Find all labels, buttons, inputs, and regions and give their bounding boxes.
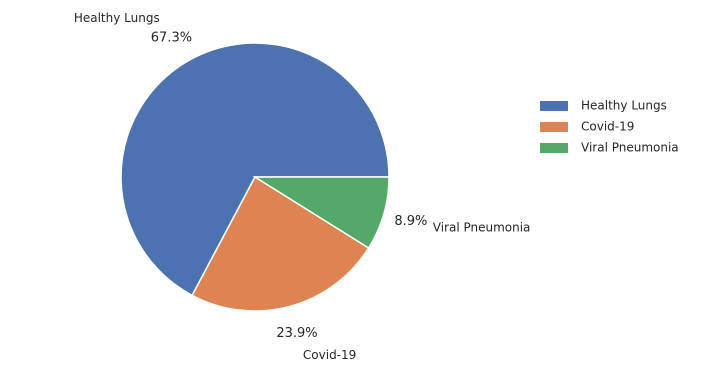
pie-category-label-healthy-lungs: Healthy Lungs: [74, 11, 160, 25]
pie-slices: [120, 42, 390, 312]
legend-swatch-covid-19: [540, 122, 568, 132]
pie-value-label-viral-pneumonia: 8.9%: [394, 214, 427, 229]
legend-label-viral-pneumonia: Viral Pneumonia: [581, 141, 679, 155]
legend-swatch-viral-pneumonia: [540, 143, 568, 153]
pie-slice-healthy-lungs: [120, 42, 390, 297]
pie-value-label-covid-19: 23.9%: [276, 326, 317, 341]
pie-labels: 67.3% Healthy Lungs 23.9% Covid-19 8.9% Viral…: [74, 11, 531, 362]
pie-category-label-viral-pneumonia: Viral Pneumonia: [433, 220, 531, 234]
pie-slice-viral-pneumonia: [252, 176, 390, 250]
pie-category-label-covid-19: Covid-19: [303, 348, 356, 362]
pie-slice-covid-19: [191, 175, 370, 312]
pie-value-label-healthy-lungs: 67.3%: [151, 31, 192, 46]
legend-swatch-healthy-lungs: [540, 101, 568, 111]
legend-label-covid-19: Covid-19: [581, 120, 634, 134]
legend-label-healthy-lungs: Healthy Lungs: [581, 99, 667, 113]
legend: Healthy Lungs Covid-19 Viral Pneumonia: [540, 99, 679, 155]
